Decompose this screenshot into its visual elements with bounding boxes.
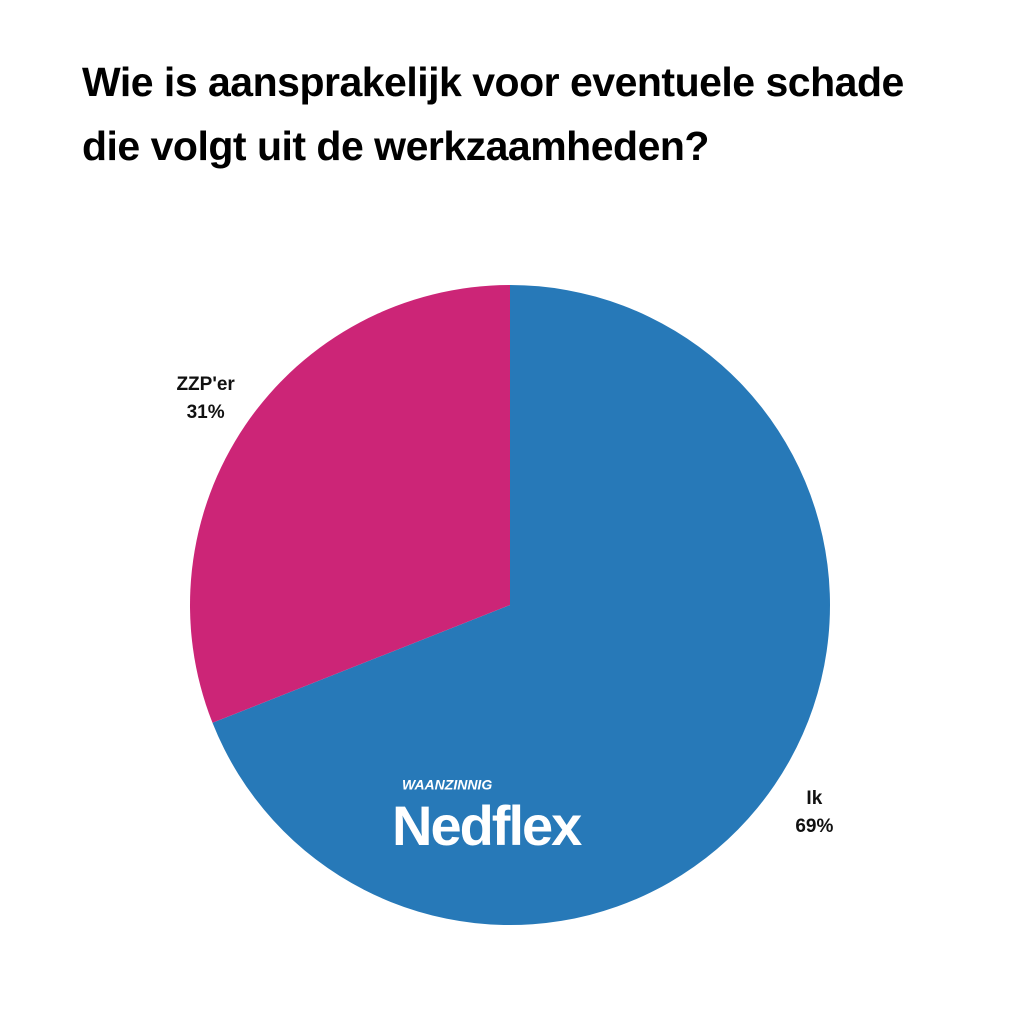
pie-slice [189, 285, 510, 723]
chart-title: Wie is aansprakelijk voor eventuele scha… [82, 59, 904, 169]
slice-label: Ik [806, 788, 822, 809]
watermark-tagline: WAANZINNIG [402, 777, 492, 793]
slice-value-label: 69% [795, 816, 833, 837]
slice-value-label: 31% [187, 402, 225, 423]
watermark-logo: Nedflex [392, 794, 582, 857]
pie-slice [212, 285, 830, 925]
slice-label: ZZP'er [176, 374, 235, 395]
